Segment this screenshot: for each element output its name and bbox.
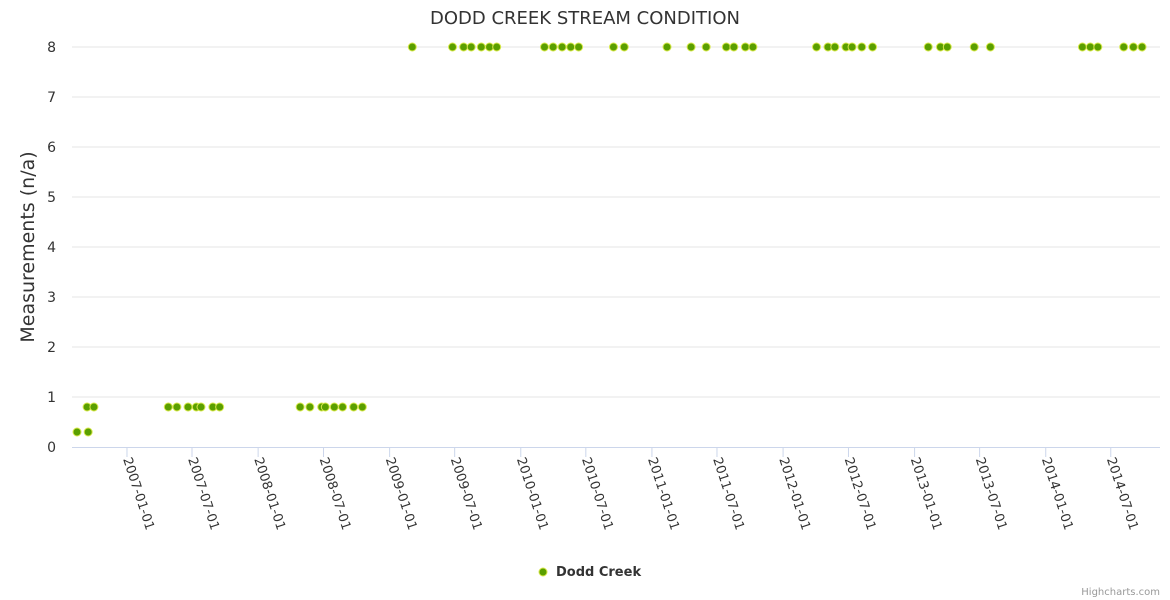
data-point[interactable] [557,42,567,52]
chart-title: DODD CREEK STREAM CONDITION [430,8,740,29]
data-point[interactable] [662,42,672,52]
data-point[interactable] [701,42,711,52]
x-tick-label: 2013-01-01 [907,456,945,532]
data-point[interactable] [969,42,979,52]
series-dodd-creek[interactable] [72,42,1147,437]
y-axis: 0 1 2 3 4 5 6 7 8 [47,40,56,456]
data-point[interactable] [748,42,758,52]
x-tick-label: 2007-07-01 [184,456,222,532]
data-point[interactable] [172,402,182,412]
x-tick-label: 2011-01-01 [644,456,682,532]
data-point[interactable] [72,427,82,437]
legend-item-dodd-creek[interactable]: Dodd Creek [556,565,641,580]
data-point[interactable] [574,42,584,52]
legend-marker-icon[interactable] [538,567,548,577]
x-axis: 2007-01-01 2007-07-01 2008-01-01 2008-07-01… [72,447,1160,532]
data-point[interactable] [721,42,731,52]
y-axis-title: Measurements (n/a) [17,151,39,342]
data-point[interactable] [942,42,952,52]
data-point[interactable] [448,42,458,52]
x-tick-label: 2011-07-01 [709,456,747,532]
y-tick-label: 7 [47,90,56,106]
data-point[interactable] [566,42,576,52]
x-tick-label: 2007-01-01 [119,456,157,532]
data-point[interactable] [320,402,330,412]
data-point[interactable] [868,42,878,52]
data-point[interactable] [329,402,339,412]
y-tick-label: 6 [47,140,56,156]
data-point[interactable] [811,42,821,52]
data-point[interactable] [215,402,225,412]
data-point[interactable] [349,402,359,412]
data-point[interactable] [183,402,193,412]
data-point[interactable] [1093,42,1103,52]
data-point[interactable] [923,42,933,52]
data-point[interactable] [1119,42,1129,52]
x-tick-label: 2010-01-01 [513,456,551,532]
legend[interactable]: Dodd Creek [538,565,641,580]
data-point[interactable] [295,402,305,412]
data-point[interactable] [492,42,502,52]
data-point[interactable] [196,402,206,412]
data-point[interactable] [357,402,367,412]
data-point[interactable] [459,42,469,52]
x-tick-label: 2009-01-01 [382,456,420,532]
data-point[interactable] [729,42,739,52]
x-tick-label: 2014-07-01 [1103,456,1141,532]
data-point[interactable] [548,42,558,52]
data-point[interactable] [1077,42,1087,52]
data-point[interactable] [619,42,629,52]
y-tick-label: 0 [47,440,56,456]
data-point[interactable] [83,427,93,437]
data-point[interactable] [305,402,315,412]
x-tick-label: 2012-07-01 [841,456,879,532]
y-tick-label: 2 [47,340,56,356]
data-point[interactable] [1137,42,1147,52]
data-point[interactable] [985,42,995,52]
data-point[interactable] [857,42,867,52]
y-tick-label: 3 [47,290,56,306]
x-tick-label: 2008-01-01 [250,456,288,532]
x-tick-label: 2008-07-01 [316,456,354,532]
data-point[interactable] [476,42,486,52]
credits-link[interactable]: Highcharts.com [1081,587,1160,598]
grid-layer [72,46,1160,398]
y-tick-label: 5 [47,190,56,206]
data-point[interactable] [466,42,476,52]
data-point[interactable] [740,42,750,52]
data-point[interactable] [1128,42,1138,52]
data-point[interactable] [686,42,696,52]
data-point[interactable] [163,402,173,412]
x-tick-label: 2014-01-01 [1038,456,1076,532]
y-tick-label: 1 [47,390,56,406]
x-tick-label: 2013-07-01 [972,456,1010,532]
data-point[interactable] [830,42,840,52]
x-tick-label: 2010-07-01 [578,456,616,532]
data-point[interactable] [338,402,348,412]
x-tick-label: 2009-07-01 [447,456,485,532]
data-point[interactable] [847,42,857,52]
data-point[interactable] [608,42,618,52]
y-tick-label: 4 [47,240,56,256]
data-point[interactable] [89,402,99,412]
data-point[interactable] [407,42,417,52]
data-point[interactable] [1085,42,1095,52]
y-tick-label: 8 [47,40,56,56]
x-tick-label: 2012-01-01 [775,456,813,532]
data-point[interactable] [539,42,549,52]
